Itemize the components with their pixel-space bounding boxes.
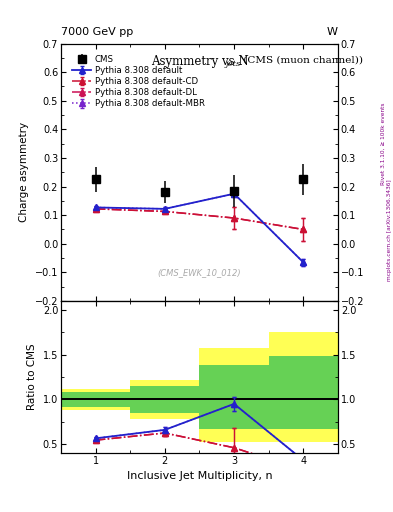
Text: Asymmetry vs N: Asymmetry vs N [151, 55, 248, 68]
Y-axis label: Charge asymmetry: Charge asymmetry [19, 122, 29, 222]
Text: 7000 GeV pp: 7000 GeV pp [61, 27, 133, 37]
Legend: CMS, Pythia 8.308 default, Pythia 8.308 default-CD, Pythia 8.308 default-DL, Pyt: CMS, Pythia 8.308 default, Pythia 8.308 … [71, 53, 207, 110]
Text: (CMS (muon channel)): (CMS (muon channel)) [240, 55, 363, 64]
Y-axis label: Ratio to CMS: Ratio to CMS [27, 344, 37, 410]
Text: mcplots.cern.ch [arXiv:1306.3436]: mcplots.cern.ch [arXiv:1306.3436] [387, 180, 391, 281]
Text: jets: jets [226, 60, 241, 68]
Text: W: W [327, 27, 338, 37]
X-axis label: Inclusive Jet Multiplicity, n: Inclusive Jet Multiplicity, n [127, 472, 272, 481]
Text: (CMS_EWK_10_012): (CMS_EWK_10_012) [158, 268, 241, 277]
Text: Rivet 3.1.10, ≥ 100k events: Rivet 3.1.10, ≥ 100k events [381, 102, 386, 185]
